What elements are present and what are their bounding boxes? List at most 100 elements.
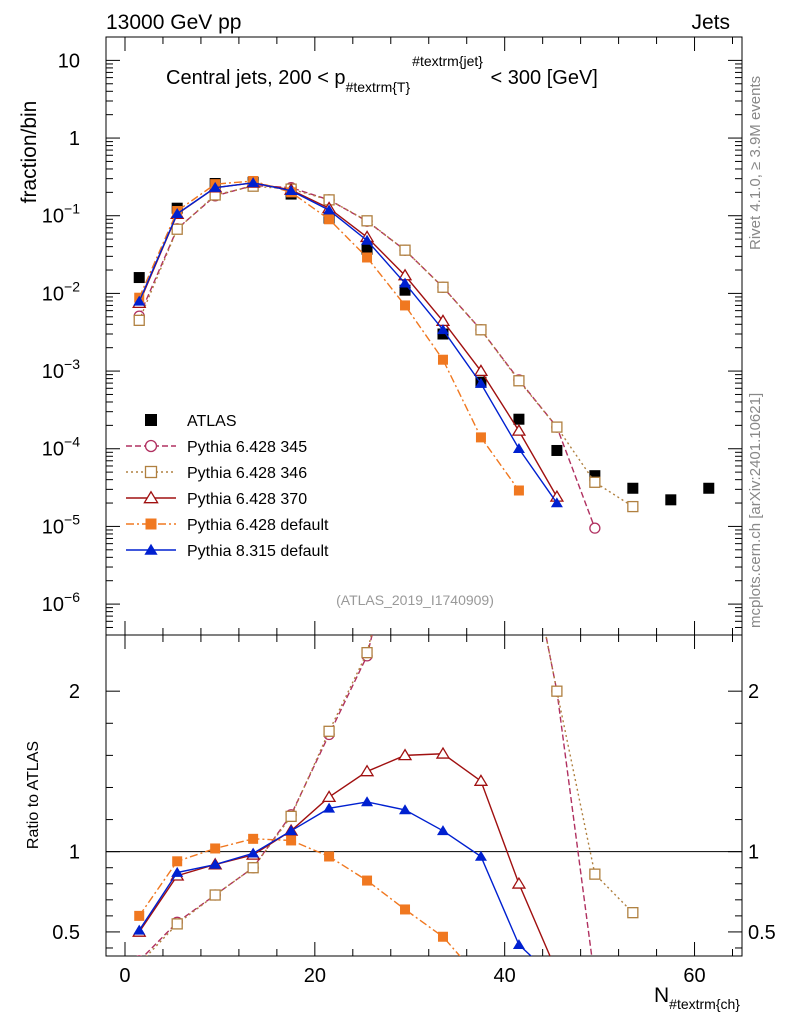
- ratio-point-pythia-6-428-default: [514, 988, 524, 998]
- data-point-pythia-8-315-default: [209, 181, 222, 192]
- ratio-point-pythia-6-428-370: [321, 790, 337, 803]
- ratio-point-pythia-6-428-default: [172, 856, 183, 867]
- y-tick-label-top: 10−2: [42, 278, 80, 305]
- top-axis-ticks: 10−6 10−5 10−4 10−3 10−2 10−1 1 10: [42, 36, 742, 636]
- y-axis-title-top: fraction/bin: [18, 101, 41, 204]
- ratio-point-pythia-8-315-default: [209, 858, 222, 869]
- ratio-line-pythia-6-428-346: [145, 635, 634, 956]
- ratio-point-pythia-8-315-default: [133, 924, 146, 935]
- legend-label-pythia-6-428-346: Pythia 6.428 346: [187, 465, 307, 482]
- ratio-point-pythia-6-428-346: [247, 862, 259, 874]
- ratio-point-pythia-6-428-346: [627, 907, 639, 919]
- rivet-version-label: Rivet 4.1.0, ≥ 3.9M events: [747, 76, 764, 250]
- legend-marker-pythia-6-428-346: [144, 465, 158, 479]
- ratio-point-pythia-8-315-default: [361, 796, 374, 807]
- data-point-atlas: [703, 482, 715, 494]
- data-point-pythia-8-315-default: [323, 204, 336, 215]
- ratio-point-pythia-8-315-default: [551, 974, 563, 984]
- data-point-atlas: [665, 494, 677, 506]
- legend-label-pythia-6-428-345: Pythia 6.428 345: [187, 439, 307, 456]
- ratio-point-pythia-6-428-370: [435, 746, 451, 759]
- y-tick-label-top: 10−6: [42, 589, 80, 616]
- data-point-pythia-6-428-default: [362, 252, 373, 263]
- data-point-pythia-6-428-346: [627, 500, 639, 513]
- data-point-pythia-8-315-default: [247, 177, 260, 188]
- ratio-point-pythia-6-428-370: [511, 876, 527, 889]
- y-tick-label-top: 10−1: [42, 201, 80, 228]
- ratio-point-pythia-6-428-346: [476, 253, 486, 263]
- ratio-point-pythia-6-428-370: [551, 966, 563, 976]
- x-tick-label: 0: [119, 965, 130, 987]
- y-tick-label-ratio: 1: [69, 842, 80, 864]
- data-point-pythia-6-428-346: [513, 375, 525, 387]
- ratio-point-pythia-6-428-346: [361, 647, 373, 659]
- ratio-point-pythia-6-428-346: [323, 725, 335, 737]
- ratio-point-pythia-6-428-346: [589, 868, 601, 880]
- y-tick-label-ratio: 0.5: [52, 922, 80, 944]
- legend-label-atlas: ATLAS: [187, 413, 237, 430]
- ratio-point-pythia-6-428-default: [324, 851, 335, 862]
- data-point-atlas: [361, 243, 373, 255]
- y-tick-label-top: 10−5: [42, 511, 80, 538]
- series-line-pythia-6-428-default: [138, 180, 520, 491]
- legend-label-pythia-8-315-default: Pythia 8.315 default: [187, 543, 329, 560]
- data-point-atlas: [513, 413, 525, 425]
- ratio-point-pythia-6-428-default: [476, 975, 486, 985]
- series-line-pythia-6-428-346: [138, 185, 634, 508]
- energy-label: 13000 GeV pp: [106, 11, 241, 34]
- ratio-point-pythia-6-428-345: [476, 253, 486, 263]
- ratio-point-pythia-6-428-370: [397, 748, 413, 761]
- ratio-point-pythia-6-428-345: [590, 975, 600, 985]
- legend-marker-pythia-6-428-default: [145, 518, 157, 530]
- y-tick-label-top: 10−4: [42, 434, 80, 461]
- data-point-pythia-6-428-370: [511, 423, 527, 436]
- data-point-pythia-6-428-346: [475, 324, 487, 336]
- data-point-pythia-6-428-346: [437, 281, 449, 293]
- ratio-point-pythia-8-315-default: [285, 825, 298, 836]
- ratio-plot-frame: [105, 634, 743, 957]
- x-axis-title: N#textrm{ch}: [654, 984, 740, 1012]
- ratio-point-pythia-6-428-346: [134, 959, 144, 969]
- y-tick-label-ratio: 2: [69, 681, 80, 703]
- data-point-pythia-8-315-default: [436, 324, 449, 335]
- legend-label-pythia-6-428-default: Pythia 6.428 default: [187, 517, 329, 534]
- data-point-pythia-8-315-default: [361, 234, 374, 245]
- data-point-pythia-8-315-default: [550, 497, 563, 508]
- ratio-line-pythia-8-315-default: [138, 801, 533, 956]
- y-tick-label-ratio-right: 1: [748, 842, 759, 864]
- ratio-point-pythia-8-315-default: [474, 850, 487, 861]
- y-tick-label-ratio-right: 2: [748, 681, 759, 703]
- ratio-point-pythia-6-428-370: [473, 774, 489, 786]
- ratio-point-pythia-6-428-default: [134, 910, 145, 921]
- data-point-atlas: [589, 470, 601, 482]
- ratio-point-pythia-6-428-346: [209, 889, 221, 901]
- legend-marker-pythia-8-315-default: [144, 543, 158, 555]
- ratio-point-pythia-6-428-default: [362, 875, 373, 886]
- legend-label-pythia-6-428-370: Pythia 6.428 370: [187, 491, 307, 508]
- analysis-id: (ATLAS_2019_I1740909): [336, 592, 494, 608]
- data-point-pythia-6-428-346: [589, 476, 601, 488]
- ratio-point-pythia-6-428-346: [551, 685, 563, 697]
- data-point-atlas: [133, 272, 145, 284]
- ratio-point-pythia-8-315-default: [436, 825, 449, 836]
- x-tick-label: 60: [683, 965, 705, 987]
- series-line-pythia-8-315-default: [138, 182, 558, 504]
- top-series-layer: [132, 175, 715, 534]
- data-point-pythia-8-315-default: [512, 443, 525, 454]
- data-point-pythia-6-428-345: [589, 522, 601, 534]
- data-point-pythia-8-315-default: [171, 208, 184, 219]
- legend-marker-pythia-6-428-370: [143, 490, 159, 504]
- ratio-point-pythia-8-315-default: [323, 802, 336, 813]
- data-point-atlas: [399, 284, 411, 296]
- data-point-pythia-6-428-346: [551, 421, 563, 433]
- data-point-pythia-6-428-default: [437, 354, 448, 365]
- data-point-atlas: [551, 444, 563, 456]
- ratio-point-pythia-6-428-default: [400, 904, 411, 915]
- ratio-axis-ticks: 0 20 40 60 0.5 0.5 1 1 2 2: [52, 635, 776, 987]
- ratio-point-pythia-6-428-346: [400, 494, 410, 504]
- ratio-point-pythia-6-428-default: [437, 931, 448, 942]
- ratio-series-layer: [132, 253, 639, 998]
- data-point-pythia-8-315-default: [399, 277, 412, 288]
- data-point-pythia-6-428-346: [171, 223, 183, 235]
